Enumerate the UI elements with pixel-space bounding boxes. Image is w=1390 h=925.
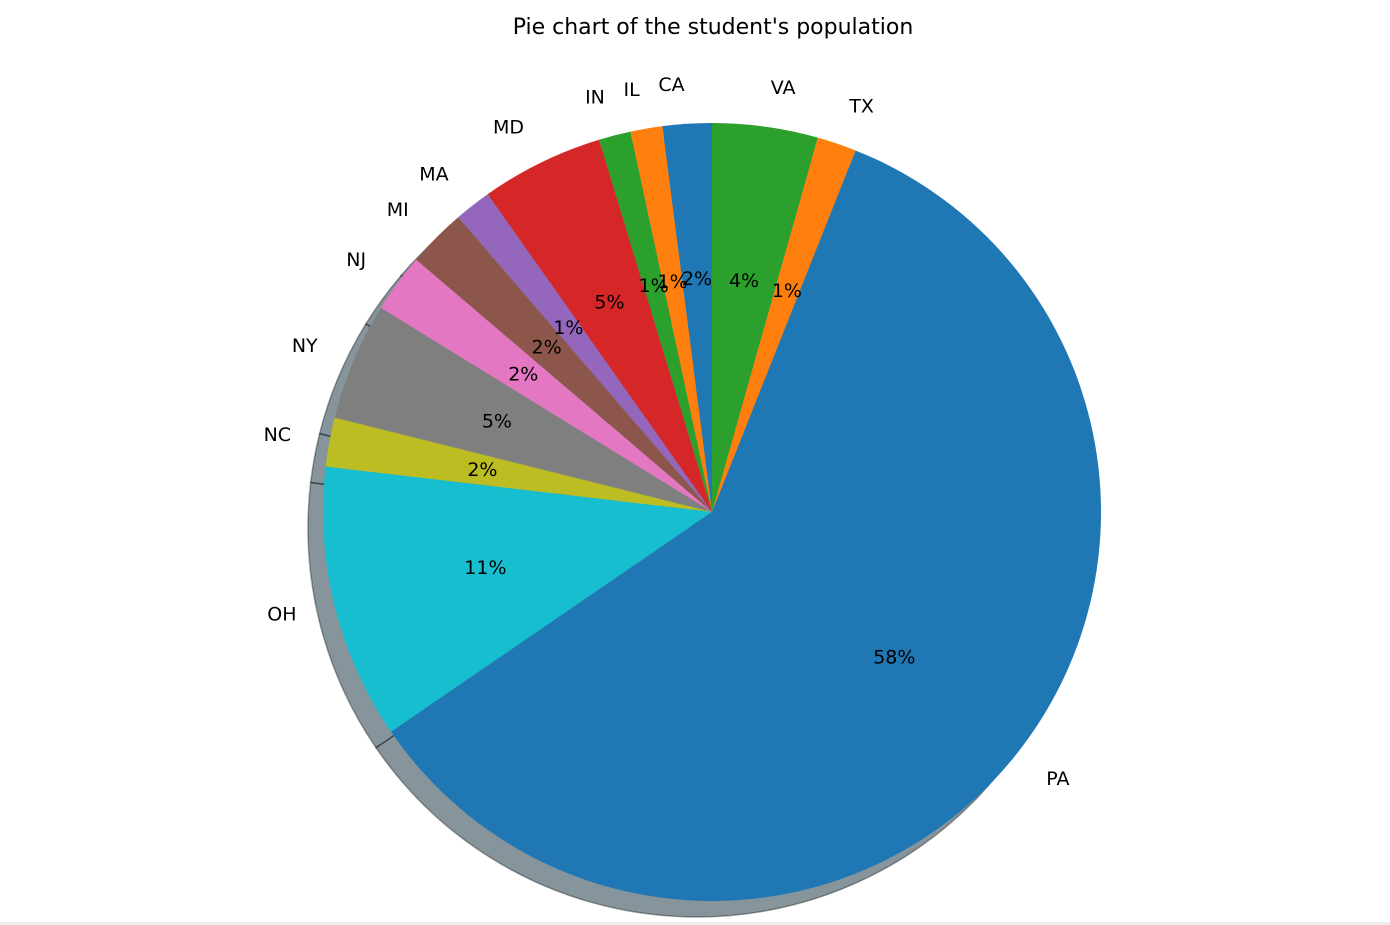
slice-nj [380, 259, 712, 512]
slice-label-ca: CA [658, 74, 684, 96]
slice-label-ny: NY [292, 335, 318, 357]
slice-percent-mi: 2% [531, 336, 561, 358]
slice-label-nj: NJ [346, 249, 366, 271]
slice-percent-va: 4% [729, 270, 759, 292]
slice-ca [662, 123, 712, 512]
slice-percent-pa: 58% [873, 647, 915, 669]
slice-percent-ny: 5% [482, 410, 512, 432]
slice-label-mi: MI [387, 199, 409, 221]
slice-label-tx: TX [848, 96, 874, 118]
slice-oh [323, 466, 712, 732]
slice-label-in: IN [585, 87, 605, 109]
slice-tx [712, 137, 856, 512]
slice-ma [458, 194, 712, 512]
slice-mi [416, 217, 712, 512]
slice-percent-nc: 2% [467, 459, 497, 481]
slice-percent-md: 5% [594, 291, 624, 313]
slice-percent-ca: 2% [682, 268, 712, 290]
slice-percent-nj: 2% [508, 364, 538, 386]
slice-percent-in: 1% [639, 275, 669, 297]
slice-label-il: IL [624, 79, 641, 101]
slice-percent-ma: 1% [553, 317, 583, 339]
slice-percent-oh: 11% [464, 557, 506, 579]
slice-va [712, 123, 818, 512]
bottom-divider [0, 922, 1390, 925]
slice-label-nc: NC [264, 424, 291, 446]
slice-nc [325, 417, 712, 512]
slice-pa [391, 150, 1102, 902]
slice-label-md: MD [493, 117, 524, 139]
slice-label-oh: OH [267, 603, 296, 625]
slice-percent-il: 1% [657, 271, 687, 293]
slice-ny [334, 307, 712, 512]
slice-in [599, 131, 712, 513]
slice-percent-tx: 1% [772, 280, 802, 302]
slice-md [487, 139, 712, 512]
slice-label-pa: PA [1046, 768, 1069, 790]
chart-title: Pie chart of the student's population [513, 15, 914, 40]
slice-il [630, 126, 712, 512]
pie-labels: CA 2% IL 1% IN 1% MD 5% MA 1% MI 2% NJ 2% NY 5% NC 2% OH 11… [264, 74, 1070, 790]
slice-label-va: VA [771, 77, 796, 99]
pie-slices [323, 123, 1102, 902]
slice-label-ma: MA [419, 164, 448, 186]
